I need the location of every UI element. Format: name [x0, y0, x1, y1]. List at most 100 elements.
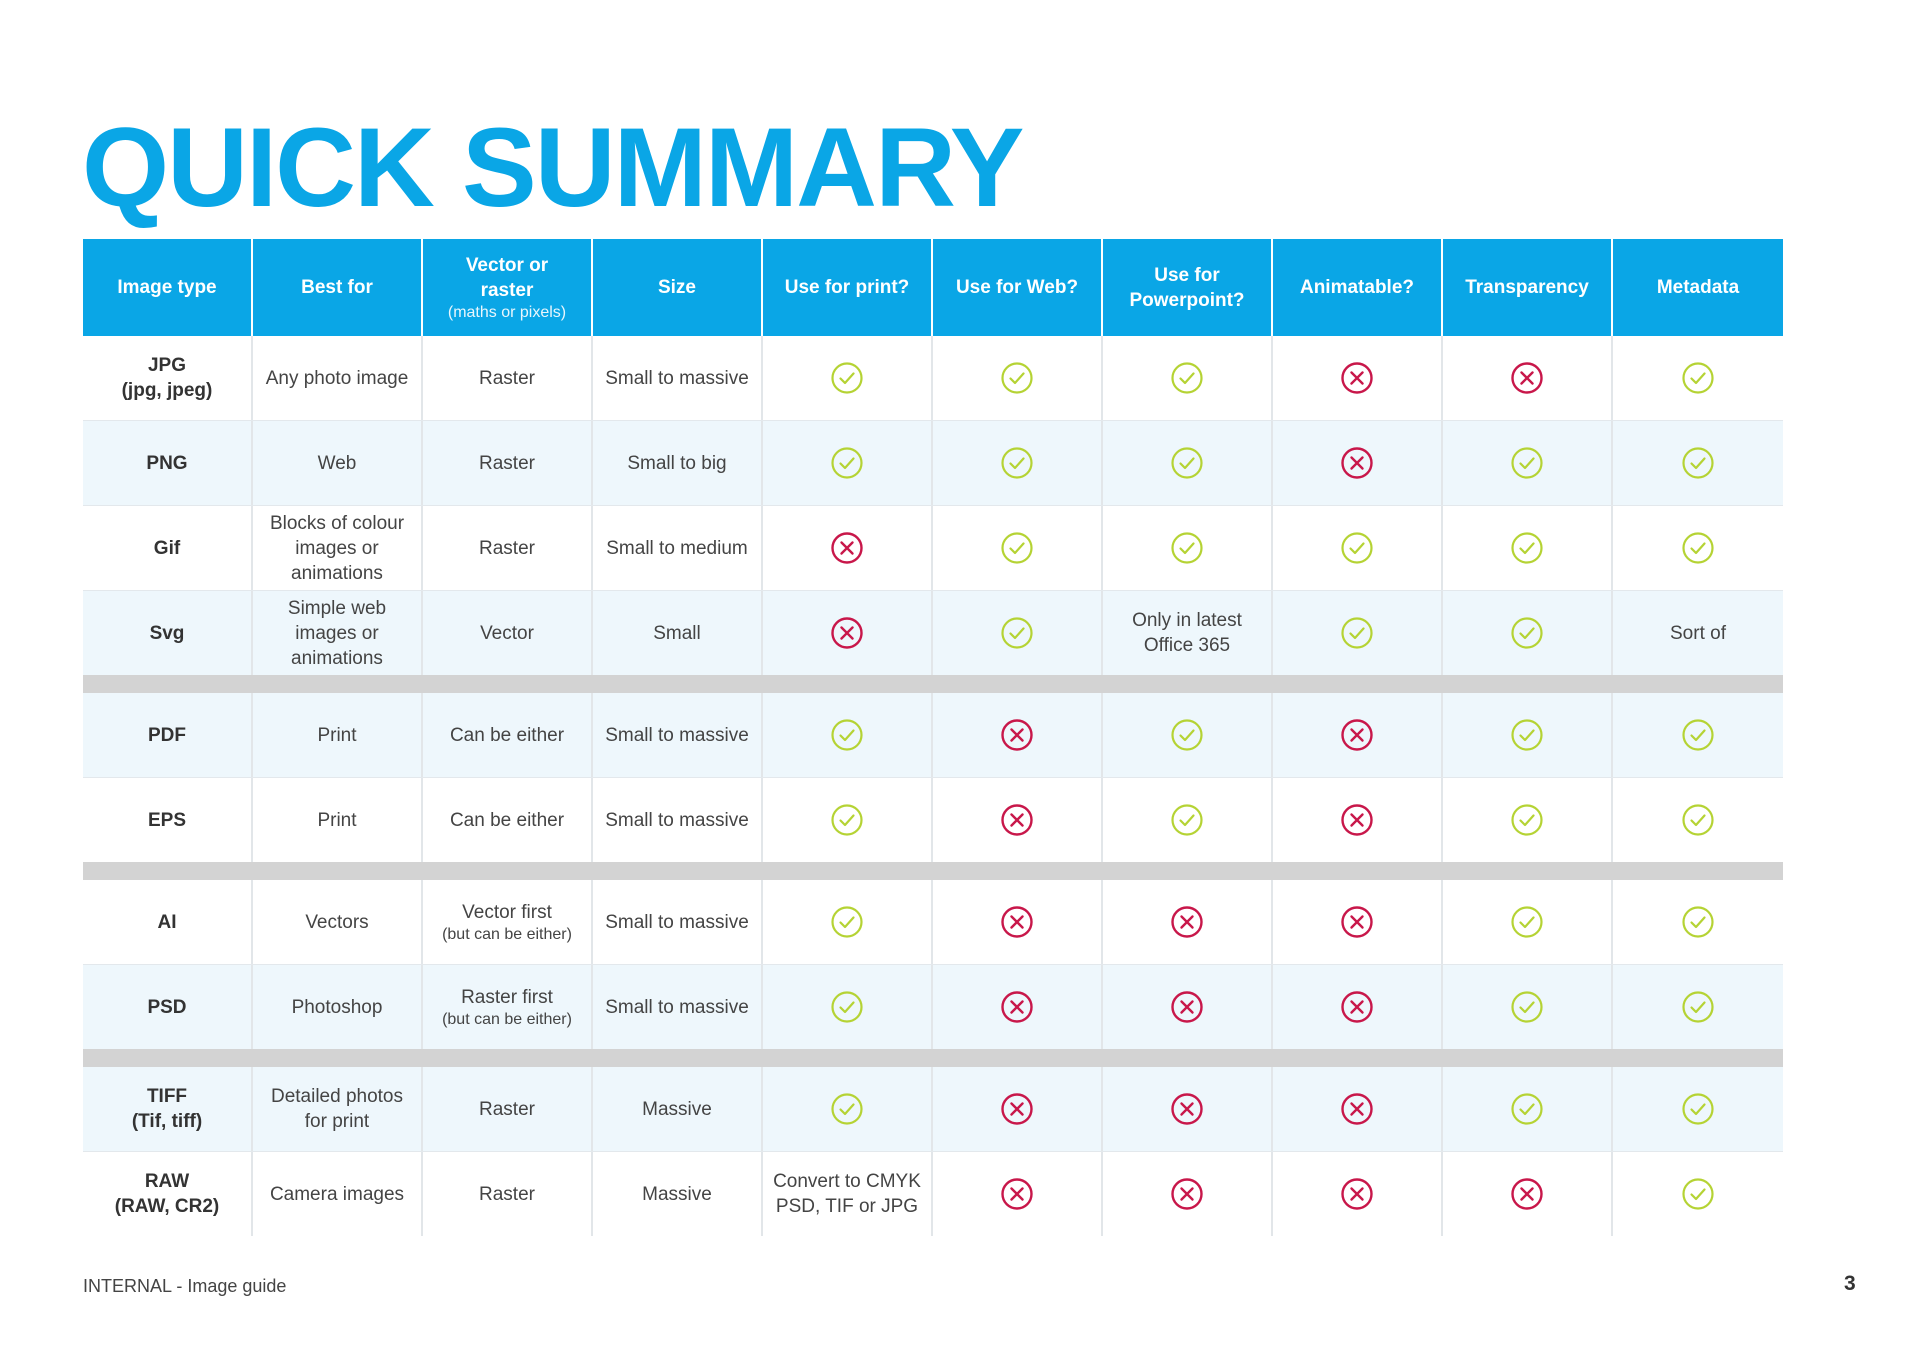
- cell-image-type: RAW (RAW, CR2): [83, 1152, 253, 1236]
- image-type-line: EPS: [147, 809, 187, 831]
- check-circle-icon: [1170, 531, 1204, 565]
- image-type-line: RAW: [144, 1171, 190, 1192]
- image-type-line: TIFF: [146, 1086, 188, 1107]
- vector-raster-value: Raster: [479, 537, 535, 559]
- image-type-line: AI: [157, 911, 177, 933]
- metadata-note: Sort of: [1670, 622, 1726, 644]
- cell-animatable: [1273, 506, 1443, 590]
- cell-animatable: [1273, 693, 1443, 777]
- image-type-line: (jpg, jpeg): [121, 380, 213, 401]
- cell-print: [763, 1067, 933, 1151]
- cell-image-type: PSD: [83, 965, 253, 1049]
- check-circle-icon: [1681, 990, 1715, 1024]
- cross-circle-icon: [1340, 361, 1374, 395]
- cell-image-type: PDF: [83, 693, 253, 777]
- table-row: Svg Simple web images or animations Vector…: [83, 590, 1783, 675]
- cell-image-type: EPS: [83, 778, 253, 862]
- check-circle-icon: [1510, 905, 1544, 939]
- cell-size: Small: [593, 591, 763, 675]
- cell-metadata: [1613, 778, 1783, 862]
- cell-vector-raster: Can be either: [423, 693, 593, 777]
- cross-circle-icon: [1170, 1177, 1204, 1211]
- vector-raster-value: Vector first: [462, 901, 552, 923]
- cell-print: [763, 591, 933, 675]
- cell-web: [933, 506, 1103, 590]
- cell-web: [933, 965, 1103, 1049]
- cell-metadata: [1613, 1152, 1783, 1236]
- cell-web: [933, 1067, 1103, 1151]
- check-circle-icon: [1510, 718, 1544, 752]
- table-row: AI Vectors Vector first (but can be either)…: [83, 880, 1783, 964]
- cell-vector-raster: Vector first (but can be either): [423, 880, 593, 964]
- check-circle-icon: [830, 718, 864, 752]
- cell-size: Massive: [593, 1152, 763, 1236]
- check-circle-icon: [830, 905, 864, 939]
- cell-size: Small to big: [593, 421, 763, 505]
- cell-size: Small to massive: [593, 336, 763, 420]
- cell-vector-raster: Raster: [423, 1067, 593, 1151]
- image-type-line: (RAW, CR2): [114, 1196, 220, 1217]
- cell-transparency: [1443, 1152, 1613, 1236]
- check-circle-icon: [1340, 616, 1374, 650]
- cell-print: [763, 336, 933, 420]
- check-circle-icon: [830, 1092, 864, 1126]
- table-row: PSD Photoshop Raster first (but can be eith…: [83, 964, 1783, 1049]
- vector-raster-value: Raster: [479, 1098, 535, 1120]
- cell-animatable: [1273, 778, 1443, 862]
- header-vector-raster: Vector or raster (maths or pixels): [423, 239, 593, 336]
- cell-best-for: Photoshop: [253, 965, 423, 1049]
- cell-print: [763, 778, 933, 862]
- cell-powerpoint: [1103, 1152, 1273, 1236]
- cell-metadata: [1613, 965, 1783, 1049]
- table-row: EPS Print Can be either Small to massive: [83, 777, 1783, 862]
- cell-image-type: Gif: [83, 506, 253, 590]
- check-circle-icon: [830, 446, 864, 480]
- check-circle-icon: [1000, 531, 1034, 565]
- table-row: TIFF (Tif, tiff) Detailed photos for print…: [83, 1067, 1783, 1151]
- vector-raster-note: (but can be either): [442, 1010, 572, 1028]
- table-row: PNG Web Raster Small to big: [83, 420, 1783, 505]
- cell-animatable: [1273, 1152, 1443, 1236]
- vector-raster-value: Can be either: [449, 809, 565, 831]
- image-type-line: (Tif, tiff): [131, 1111, 203, 1132]
- image-type-line: JPG: [147, 355, 187, 376]
- vector-raster-value: Raster first: [461, 986, 553, 1008]
- cell-transparency: [1443, 965, 1613, 1049]
- group-separator: [83, 675, 1783, 693]
- check-circle-icon: [1681, 531, 1715, 565]
- table-body: JPG (jpg, jpeg) Any photo image Raster Small…: [83, 336, 1783, 1236]
- cell-metadata: Sort of: [1613, 591, 1783, 675]
- cell-best-for: Print: [253, 693, 423, 777]
- cell-size: Small to medium: [593, 506, 763, 590]
- check-circle-icon: [1170, 718, 1204, 752]
- check-circle-icon: [1681, 718, 1715, 752]
- cell-size: Small to massive: [593, 693, 763, 777]
- page-number: 3: [1844, 1272, 1856, 1295]
- cross-circle-icon: [1000, 990, 1034, 1024]
- cell-print: Convert to CMYK PSD, TIF or JPG: [763, 1152, 933, 1236]
- cell-print: [763, 880, 933, 964]
- vector-raster-value: Raster: [479, 1183, 535, 1205]
- cell-size: Small to massive: [593, 880, 763, 964]
- cell-transparency: [1443, 1067, 1613, 1151]
- cell-image-type: Svg: [83, 591, 253, 675]
- image-type-line: PDF: [148, 724, 186, 746]
- cell-powerpoint: [1103, 965, 1273, 1049]
- cell-image-type: PNG: [83, 421, 253, 505]
- header-animatable: Animatable?: [1273, 239, 1443, 336]
- check-circle-icon: [1510, 531, 1544, 565]
- cell-powerpoint: Only in latest Office 365: [1103, 591, 1273, 675]
- cell-web: [933, 778, 1103, 862]
- check-circle-icon: [1510, 446, 1544, 480]
- cell-best-for: Detailed photos for print: [253, 1067, 423, 1151]
- cell-vector-raster: Raster: [423, 336, 593, 420]
- cell-best-for: Any photo image: [253, 336, 423, 420]
- cell-vector-raster: Can be either: [423, 778, 593, 862]
- header-vector-raster-label: Vector or raster: [465, 254, 549, 301]
- cell-powerpoint: [1103, 880, 1273, 964]
- cross-circle-icon: [1340, 1177, 1374, 1211]
- cell-powerpoint: [1103, 778, 1273, 862]
- cell-print: [763, 965, 933, 1049]
- cross-circle-icon: [1000, 1177, 1034, 1211]
- header-vector-raster-sub: (maths or pixels): [447, 303, 567, 321]
